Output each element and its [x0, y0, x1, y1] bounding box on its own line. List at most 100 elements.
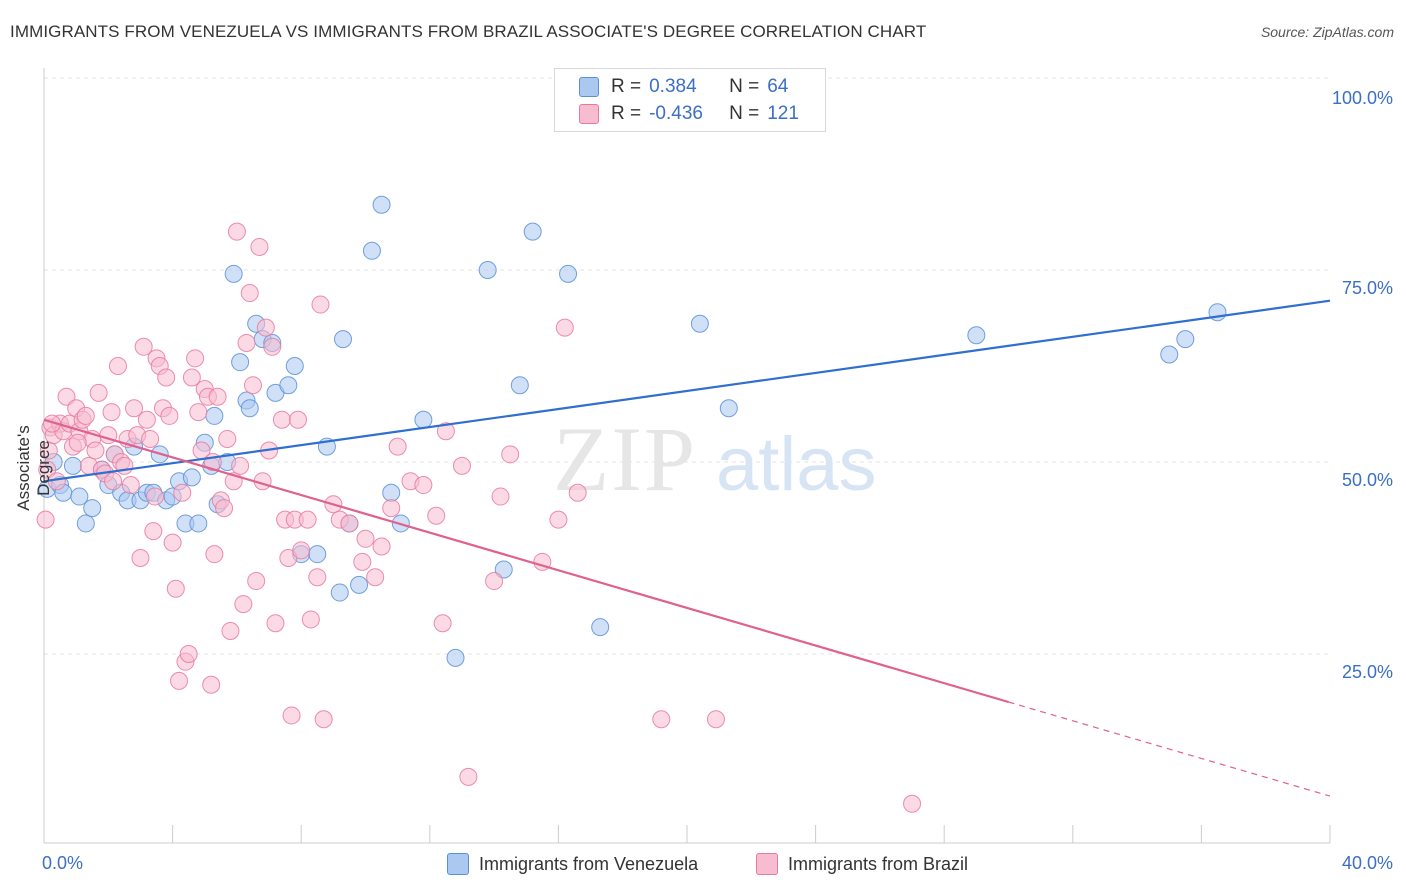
legend-row-venezuela: R = 0.384 N = 64 — [579, 73, 788, 101]
data-point — [350, 575, 369, 594]
data-point — [314, 710, 333, 729]
data-point — [555, 318, 574, 337]
bottom-legend-label-venezuela: Immigrants from Venezuela — [479, 853, 699, 874]
data-point — [366, 568, 385, 587]
watermark: ZIP atlas — [553, 408, 877, 510]
data-point — [231, 353, 250, 372]
data-point — [719, 399, 738, 418]
x-tick-label: 0.0% — [42, 853, 83, 873]
data-point — [86, 441, 105, 460]
legend-r-value: 0.384 — [649, 76, 697, 97]
legend-swatch-venezuela — [579, 77, 599, 97]
data-point — [179, 645, 198, 663]
data-point — [189, 514, 208, 533]
data-point — [240, 399, 259, 418]
legend-swatch-brazil — [579, 104, 599, 124]
data-point — [76, 406, 95, 425]
data-point — [382, 483, 401, 502]
data-point — [141, 429, 160, 448]
data-point — [279, 376, 298, 395]
data-point — [282, 706, 301, 725]
data-point — [38, 460, 57, 479]
data-point — [353, 552, 372, 571]
data-point — [372, 195, 391, 214]
data-point — [205, 545, 224, 564]
series-brazil-points — [36, 222, 922, 813]
data-point — [1160, 345, 1179, 364]
data-point — [163, 533, 182, 552]
source-label: Source: ZipAtlas.com — [1260, 24, 1394, 40]
chart-title: IMMIGRANTS FROM VENEZUELA VS IMMIGRANTS … — [10, 22, 927, 41]
data-point — [145, 487, 164, 506]
data-point — [256, 318, 275, 337]
data-point — [427, 506, 446, 525]
data-point — [76, 514, 95, 533]
data-point — [205, 406, 224, 425]
legend-r-value: -0.436 — [649, 103, 703, 124]
data-point — [288, 410, 307, 429]
bottom-legend-swatch-venezuela — [447, 853, 469, 875]
data-point — [372, 537, 391, 556]
y-tick-label: 25.0% — [1342, 662, 1393, 682]
stats-legend: R = 0.384 N = 64 R = -0.436 N = 121 — [554, 68, 826, 132]
data-point — [591, 618, 610, 637]
data-point — [157, 368, 176, 387]
legend-n-label: N = — [729, 76, 760, 97]
data-point — [501, 445, 520, 464]
data-point — [70, 487, 89, 506]
trend-line-venezuela — [43, 299, 1331, 483]
y-tick-label: 75.0% — [1342, 278, 1393, 298]
data-point — [63, 456, 82, 475]
data-point — [121, 476, 140, 495]
data-point — [298, 510, 317, 529]
data-point — [308, 568, 327, 587]
data-point — [125, 399, 144, 418]
data-point — [523, 222, 542, 241]
data-point — [182, 468, 201, 487]
data-point — [68, 433, 87, 452]
data-point — [559, 264, 578, 283]
data-point — [234, 595, 253, 614]
x-tick-label: 40.0% — [1342, 853, 1393, 873]
data-point — [83, 499, 102, 518]
data-point — [382, 499, 401, 518]
data-point — [170, 671, 189, 690]
data-point — [478, 261, 497, 279]
data-point — [160, 406, 179, 425]
data-point — [247, 572, 266, 591]
data-point — [388, 437, 407, 456]
data-point — [903, 794, 922, 813]
data-point — [340, 514, 359, 533]
bottom-legend-venezuela: Immigrants from Venezuela — [447, 851, 698, 877]
data-point — [459, 767, 478, 786]
y-axis-label: Associate's Degree — [14, 425, 53, 511]
data-point — [272, 410, 291, 429]
legend-n-value: 64 — [767, 76, 789, 97]
data-point — [144, 522, 163, 541]
data-point — [485, 572, 504, 591]
data-point — [231, 456, 250, 475]
data-point — [301, 610, 320, 629]
data-point — [311, 295, 330, 314]
data-point — [436, 422, 455, 441]
data-point — [308, 545, 327, 564]
trend-line-brazil-dashed — [1008, 701, 1331, 797]
data-point — [237, 333, 256, 352]
data-point — [102, 403, 121, 422]
legend-n-value: 121 — [767, 103, 799, 124]
data-point — [263, 337, 282, 356]
data-point — [227, 222, 246, 241]
data-point — [131, 549, 150, 567]
data-point — [549, 510, 568, 529]
data-point — [104, 472, 123, 491]
data-point — [706, 710, 725, 729]
legend-r-label: R = — [611, 103, 642, 124]
data-point — [330, 583, 349, 602]
data-point — [137, 410, 156, 429]
data-point — [568, 483, 587, 502]
data-point — [433, 614, 452, 633]
data-point — [215, 499, 234, 518]
legend-n-label: N = — [729, 103, 760, 124]
watermark-atlas: atlas — [716, 422, 877, 507]
data-point — [218, 429, 237, 448]
